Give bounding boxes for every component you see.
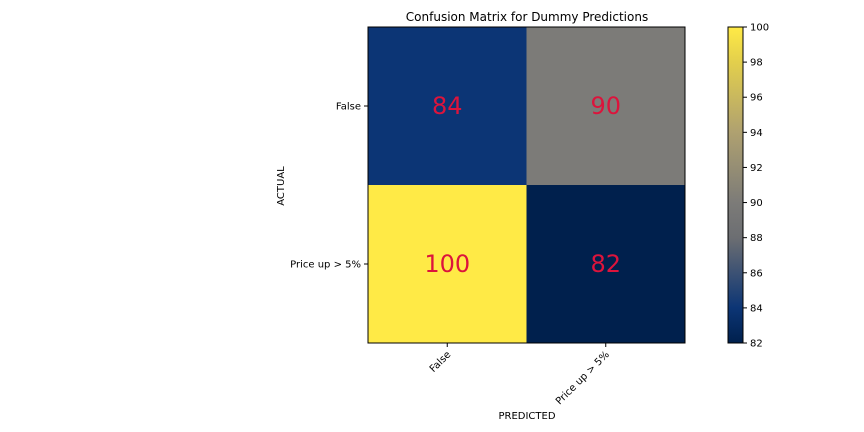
cell-value-label: 84 <box>432 92 463 120</box>
cell-value-label: 100 <box>424 250 470 278</box>
colorbar-tick-label: 84 <box>750 303 763 314</box>
colorbar-tick-label: 92 <box>750 163 763 174</box>
x-axis-label: PREDICTED <box>498 411 555 422</box>
chart-title: Confusion Matrix for Dummy Predictions <box>406 10 648 24</box>
x-tick-label: False <box>428 349 454 375</box>
plot-frame <box>367 26 686 344</box>
heatmap-cell <box>368 185 527 343</box>
y-axis-label: ACTUAL <box>276 166 287 206</box>
colorbar-ticks: 82 84 86 88 90 92 94 96 98 100 <box>743 23 769 350</box>
colorbar-tick-label: 96 <box>750 93 763 104</box>
colorbar-tick-label: 86 <box>750 268 763 279</box>
y-axis-ticks: False Price up > 5% <box>290 102 368 271</box>
colorbar-tick-label: 88 <box>750 233 763 244</box>
y-tick-label: False <box>336 102 361 113</box>
heatmap-cell <box>526 185 685 343</box>
colorbar <box>727 26 744 344</box>
heatmap-cell <box>368 27 527 185</box>
x-tick-label: Price up > 5% <box>554 349 612 407</box>
colorbar-tick-label: 82 <box>750 339 763 350</box>
heatmap-cell <box>526 27 685 185</box>
colorbar-tick-label: 98 <box>750 58 763 69</box>
y-tick-label: Price up > 5% <box>290 260 361 271</box>
colorbar-tick-label: 94 <box>750 128 763 139</box>
heatmap-cells <box>368 27 685 343</box>
x-axis-ticks: False Price up > 5% <box>428 343 612 407</box>
cell-value-label: 82 <box>590 250 621 278</box>
heatmap-cell-labels: 84 90 100 82 <box>424 92 621 278</box>
colorbar-tick-label: 100 <box>750 23 769 34</box>
colorbar-tick-label: 90 <box>750 198 763 209</box>
cell-value-label: 90 <box>590 92 621 120</box>
